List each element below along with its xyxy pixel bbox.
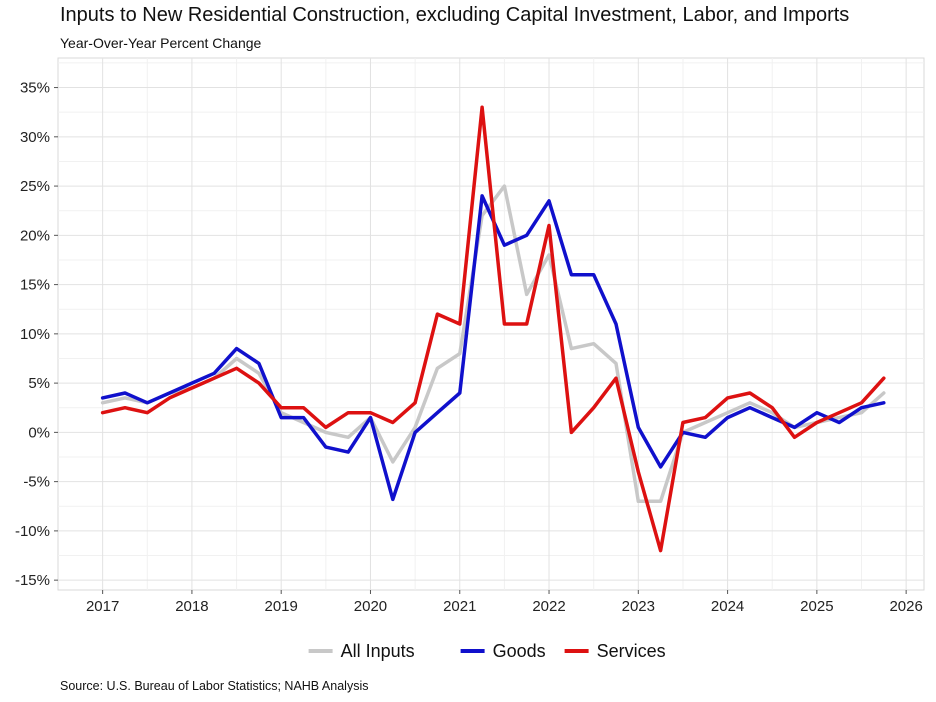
x-tick-label: 2019 [265, 598, 298, 615]
x-tick-label: 2026 [889, 598, 922, 615]
x-tick-label: 2022 [532, 598, 565, 615]
x-tick-label: 2023 [622, 598, 655, 615]
y-tick-label: -15% [15, 572, 50, 589]
chart-subtitle: Year-Over-Year Percent Change [60, 35, 262, 51]
y-axis: 35% 30% 25% 20% 15% 10% 5% 0% -5% -10% -15% [15, 80, 58, 589]
y-tick-label: 5% [28, 375, 50, 392]
y-tick-label: -10% [15, 523, 50, 540]
series-lines [100, 105, 886, 553]
legend-label-all-inputs: All Inputs [341, 641, 415, 661]
y-tick-label: 25% [20, 178, 50, 195]
x-tick-label: 2021 [443, 598, 476, 615]
y-tick-label: 30% [20, 129, 50, 146]
series-line-services [100, 105, 886, 553]
plot-panel [57, 57, 925, 591]
legend-label-goods: Goods [493, 641, 546, 661]
y-tick-label: 0% [28, 424, 50, 441]
source-note: Source: U.S. Bureau of Labor Statistics;… [60, 679, 369, 693]
x-tick-label: 2024 [711, 598, 744, 615]
legend: All Inputs Goods Services [308, 641, 666, 661]
x-tick-label: 2018 [175, 598, 208, 615]
x-tick-label: 2020 [354, 598, 387, 615]
y-tick-label: 20% [20, 227, 50, 244]
y-tick-label: 35% [20, 80, 50, 97]
chart-title: Inputs to New Residential Construction, … [60, 4, 850, 26]
y-tick-label: 10% [20, 326, 50, 343]
y-tick-label: -5% [23, 474, 50, 491]
x-axis: 2017 2018 2019 2020 2021 2022 2023 2024 2025 2026 [86, 590, 923, 615]
x-tick-label: 2017 [86, 598, 119, 615]
legend-label-services: Services [597, 641, 666, 661]
y-tick-label: 15% [20, 277, 50, 294]
x-tick-label: 2025 [800, 598, 833, 615]
